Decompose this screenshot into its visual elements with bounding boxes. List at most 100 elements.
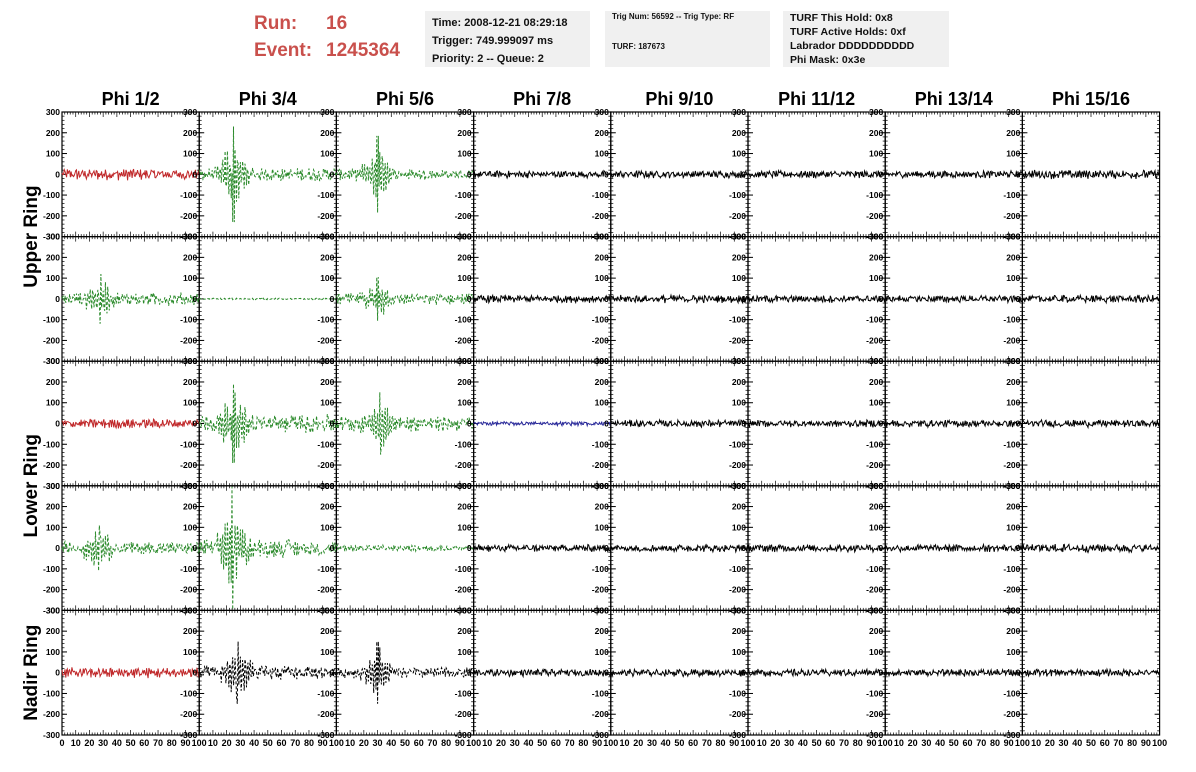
y-tick-label: 100 bbox=[457, 273, 471, 283]
y-tick-label: -200 bbox=[317, 335, 334, 345]
y-tick-label: -100 bbox=[729, 439, 746, 449]
waveform-trace bbox=[610, 293, 749, 305]
waveform-trace bbox=[1021, 168, 1161, 180]
phi-column-label: Phi 11/12 bbox=[778, 89, 855, 109]
y-tick-label: -100 bbox=[1003, 190, 1020, 200]
y-tick-label: -100 bbox=[317, 315, 334, 325]
y-tick-label: 100 bbox=[457, 398, 471, 408]
y-tick-label: 300 bbox=[1006, 232, 1020, 242]
y-tick-label: 300 bbox=[320, 232, 334, 242]
y-tick-label: 300 bbox=[732, 356, 746, 366]
y-tick-label: 300 bbox=[320, 356, 334, 366]
y-tick-label: 0 bbox=[878, 419, 883, 429]
y-tick-label: 200 bbox=[595, 252, 609, 262]
y-tick-label: -100 bbox=[43, 439, 60, 449]
y-tick-label: -100 bbox=[729, 315, 746, 325]
y-tick-label: 0 bbox=[55, 169, 60, 179]
y-tick-label: -200 bbox=[866, 211, 883, 221]
panel-frame bbox=[61, 236, 200, 362]
y-tick-label: 100 bbox=[595, 273, 609, 283]
y-tick-label: 200 bbox=[46, 252, 60, 262]
y-tick-label: -100 bbox=[317, 439, 334, 449]
phi-column-label: Phi 7/8 bbox=[513, 89, 571, 109]
y-tick-label: -200 bbox=[592, 211, 609, 221]
y-tick-label: 300 bbox=[183, 356, 197, 366]
y-tick-label: 200 bbox=[320, 128, 334, 138]
y-tick-label: 200 bbox=[1006, 252, 1020, 262]
waveform-trace bbox=[61, 167, 200, 181]
y-tick-label: -100 bbox=[43, 190, 60, 200]
y-tick-label: 100 bbox=[320, 522, 334, 532]
phi-column-label: Phi 3/4 bbox=[239, 89, 297, 109]
y-tick-label: 0 bbox=[604, 419, 609, 429]
y-tick-label: 200 bbox=[732, 128, 746, 138]
y-tick-label: -100 bbox=[43, 564, 60, 574]
y-tick-label: 0 bbox=[1016, 169, 1021, 179]
waveform-trace bbox=[198, 297, 337, 301]
y-tick-label: -200 bbox=[43, 211, 60, 221]
waveform-trace bbox=[884, 294, 1023, 305]
y-tick-label: 200 bbox=[595, 128, 609, 138]
y-tick-label: -100 bbox=[43, 315, 60, 325]
y-tick-label: 200 bbox=[732, 377, 746, 387]
turf-active-line: TURF Active Holds: 0xf bbox=[790, 26, 906, 38]
waveform-trace bbox=[884, 418, 1023, 429]
y-tick-label: -200 bbox=[180, 460, 197, 470]
turf-line: TURF: 187673 bbox=[612, 42, 665, 51]
y-tick-label: 100 bbox=[869, 273, 883, 283]
y-tick-label: -100 bbox=[729, 190, 746, 200]
waveform-trace bbox=[885, 168, 1023, 180]
y-tick-label: 200 bbox=[869, 252, 883, 262]
y-tick-label: 0 bbox=[1016, 294, 1021, 304]
y-tick-label: 200 bbox=[183, 252, 197, 262]
y-tick-label: 200 bbox=[46, 128, 60, 138]
y-tick-label: -100 bbox=[592, 190, 609, 200]
y-tick-label: -200 bbox=[180, 211, 197, 221]
waveform-trace bbox=[473, 419, 612, 428]
y-tick-label: 300 bbox=[183, 107, 197, 117]
y-tick-label: -200 bbox=[1003, 335, 1020, 345]
y-tick-label: 0 bbox=[192, 294, 197, 304]
y-tick-label: 0 bbox=[330, 294, 335, 304]
y-tick-label: -100 bbox=[455, 439, 472, 449]
waveform-trace bbox=[198, 383, 337, 464]
y-tick-label: 200 bbox=[457, 128, 471, 138]
y-tick-label: -100 bbox=[180, 439, 197, 449]
y-tick-label: 200 bbox=[869, 377, 883, 387]
waveform-trace bbox=[61, 273, 200, 324]
event-value: 1245364 bbox=[326, 40, 400, 61]
y-tick-label: 300 bbox=[1006, 107, 1020, 117]
waveform-trace bbox=[747, 294, 886, 304]
phi-column-label: Phi 5/6 bbox=[376, 89, 434, 109]
ring-label: Lower Ring bbox=[21, 434, 42, 537]
labrador-line: Labrador DDDDDDDDDD bbox=[790, 40, 915, 52]
y-tick-label: -100 bbox=[180, 564, 197, 574]
waveform-trace bbox=[1022, 293, 1161, 305]
y-tick-label: 100 bbox=[595, 398, 609, 408]
y-tick-label: 300 bbox=[320, 107, 334, 117]
y-tick-label: 200 bbox=[457, 252, 471, 262]
y-tick-label: 200 bbox=[183, 128, 197, 138]
y-tick-label: -300 bbox=[43, 232, 60, 242]
y-tick-label: 300 bbox=[595, 107, 609, 117]
priority-line: Priority: 2 -- Queue: 2 bbox=[432, 53, 544, 65]
y-tick-label: -200 bbox=[1003, 211, 1020, 221]
y-tick-label: 200 bbox=[1006, 128, 1020, 138]
y-tick-label: 200 bbox=[46, 502, 60, 512]
y-tick-label: 100 bbox=[1006, 273, 1020, 283]
y-tick-label: -200 bbox=[1003, 460, 1020, 470]
y-tick-label: -200 bbox=[455, 211, 472, 221]
turf-info-box: TURF This Hold: 0x8 TURF Active Holds: 0… bbox=[783, 11, 949, 67]
y-tick-label: 100 bbox=[183, 273, 197, 283]
phi-column-label: Phi 1/2 bbox=[102, 89, 160, 109]
y-tick-label: 300 bbox=[869, 232, 883, 242]
y-tick-label: 200 bbox=[320, 377, 334, 387]
y-tick-label: 0 bbox=[467, 169, 472, 179]
y-tick-label: 200 bbox=[732, 252, 746, 262]
y-tick-label: -100 bbox=[592, 439, 609, 449]
y-tick-label: 100 bbox=[183, 149, 197, 159]
y-tick-label: 200 bbox=[1006, 377, 1020, 387]
waveform-trace bbox=[747, 418, 886, 428]
y-tick-label: -200 bbox=[180, 585, 197, 595]
y-tick-label: 200 bbox=[595, 377, 609, 387]
